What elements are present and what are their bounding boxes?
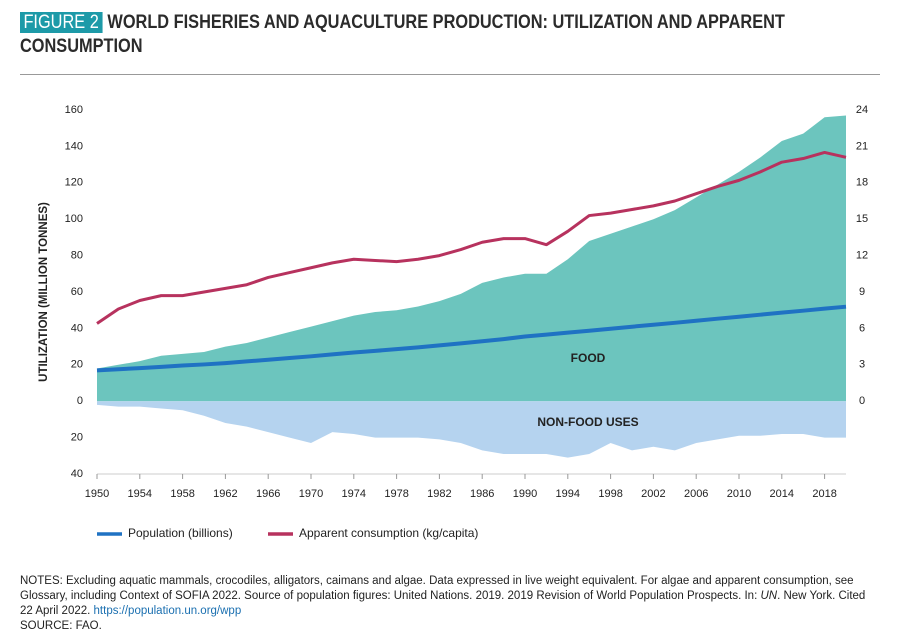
divider <box>20 74 880 75</box>
x-tick-label: 1954 <box>128 488 152 500</box>
note-text: UN <box>760 590 778 602</box>
x-tick-label: 1970 <box>299 488 323 500</box>
note-link[interactable]: https://population.un.org/wpp <box>93 605 242 617</box>
line <box>96 150 847 325</box>
y-tick-label: 20 <box>71 359 83 371</box>
x-tick-label: 1962 <box>213 488 237 500</box>
y-tick-label: 40 <box>71 322 83 334</box>
x-tick-label: 2006 <box>684 488 708 500</box>
area <box>97 115 846 402</box>
x-tick-label: 1998 <box>598 488 622 500</box>
y2-tick-label: 21 <box>856 140 868 152</box>
y2-tick-label: 15 <box>856 213 868 225</box>
area-label: NON-FOOD USES <box>537 415 638 429</box>
area-label: FOOD <box>571 351 606 365</box>
y-tick-label: 80 <box>71 250 83 262</box>
y-tick-label: 40 <box>71 468 83 480</box>
x-tick-label: 1974 <box>342 488 366 500</box>
y-tick-label: 60 <box>71 286 83 298</box>
area <box>97 401 846 458</box>
note-text: NOTES: Excluding aquatic mammals, crocod… <box>20 575 854 602</box>
figure-label: FIGURE 2 <box>20 12 103 33</box>
chart: UTILIZATION (MILLION TONNES) FOOD NON-FOO… <box>38 104 868 540</box>
y-axis-label: UTILIZATION (MILLION TONNES) <box>38 202 50 382</box>
y-tick-label: 100 <box>65 213 83 225</box>
x-tick-label: 2018 <box>812 488 836 500</box>
y-tick-label: 160 <box>65 104 83 116</box>
note-text: . New York. Cited 22 April 2022. <box>20 590 866 617</box>
x-tick-label: 1990 <box>513 488 537 500</box>
x-tick-label: 1966 <box>256 488 280 500</box>
y-tick-label: 0 <box>77 395 83 407</box>
notes: NOTES: Excluding aquatic mammals, crocod… <box>20 574 880 634</box>
x-tick-label: 2002 <box>641 488 665 500</box>
x-tick-label: 2010 <box>727 488 751 500</box>
x-tick-label: 1986 <box>470 488 494 500</box>
source: SOURCE: FAO. <box>20 620 102 632</box>
x-tick-label: 2014 <box>770 488 794 500</box>
y2-tick-label: 0 <box>859 395 865 407</box>
legend-label: Apparent consumption (kg/capita) <box>299 526 478 540</box>
y2-tick-label: 12 <box>856 250 868 262</box>
line <box>96 304 847 373</box>
x-tick-label: 1978 <box>384 488 408 500</box>
x-tick-label: 1982 <box>427 488 451 500</box>
header: FIGURE 2 WORLD FISHERIES AND AQUACULTURE … <box>20 11 880 59</box>
x-tick-label: 1958 <box>170 488 194 500</box>
chart-title: WORLD FISHERIES AND AQUACULTURE PRODUCTI… <box>20 12 785 57</box>
x-tick-label: 1994 <box>556 488 580 500</box>
y2-tick-label: 3 <box>859 359 865 371</box>
y2-tick-label: 6 <box>859 322 865 334</box>
legend-label: Population (billions) <box>128 526 233 540</box>
y2-tick-label: 18 <box>856 177 868 189</box>
x-tick-label: 1950 <box>85 488 109 500</box>
y2-tick-label: 24 <box>856 104 868 116</box>
y-tick-label: 20 <box>71 432 83 444</box>
y-tick-label: 140 <box>65 140 83 152</box>
y-tick-label: 120 <box>65 177 83 189</box>
y2-tick-label: 9 <box>859 286 865 298</box>
